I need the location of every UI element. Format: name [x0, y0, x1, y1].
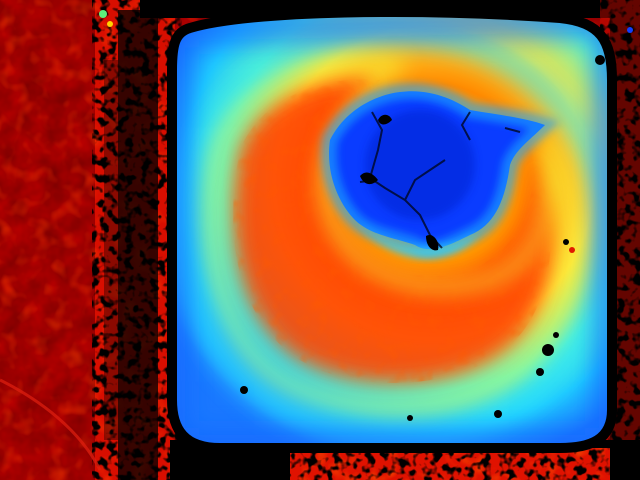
depth-artifact-lines — [359, 111, 521, 249]
frame-border — [167, 7, 617, 453]
canvas-depth-region — [172, 12, 612, 449]
background-arc — [0, 378, 102, 471]
